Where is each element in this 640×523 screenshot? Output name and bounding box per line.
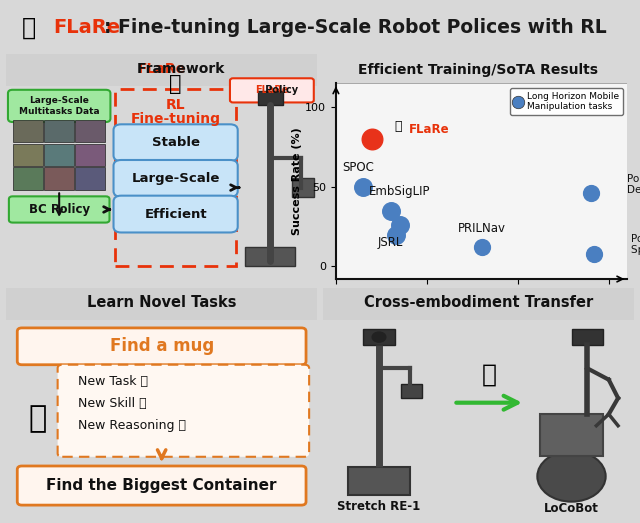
Text: Find a mug: Find a mug [109, 337, 214, 355]
Text: Find the Biggest Container: Find the Biggest Container [46, 478, 277, 493]
Text: Cross-embodiment Transfer: Cross-embodiment Transfer [364, 295, 593, 310]
Text: EmbSigLIP: EmbSigLIP [369, 185, 430, 198]
Text: Policy: Policy [245, 85, 298, 95]
Text: : Fine-tuning Large-Scale Robot Polices with RL: : Fine-tuning Large-Scale Robot Polices … [104, 18, 606, 38]
Text: 🔥: 🔥 [22, 16, 36, 40]
Point [476, 243, 486, 252]
Bar [6, 54, 317, 86]
Text: PoliFormer: PoliFormer [631, 234, 640, 244]
Bar [292, 178, 314, 197]
Bar [348, 467, 410, 495]
Bar [13, 144, 43, 166]
Text: 🔥: 🔥 [482, 363, 497, 387]
FancyBboxPatch shape [9, 196, 109, 223]
Bar [6, 288, 317, 320]
Text: 🔥: 🔥 [28, 404, 47, 434]
Text: LoCoBot: LoCoBot [544, 502, 599, 515]
Text: Stable: Stable [152, 136, 200, 149]
Bar [44, 144, 74, 166]
Bar [323, 288, 634, 320]
Text: New Skill 🔧: New Skill 🔧 [78, 397, 147, 411]
Text: Efficient Training/SoTA Results: Efficient Training/SoTA Results [358, 63, 598, 77]
Bar [364, 329, 394, 345]
Text: JSRL: JSRL [378, 236, 403, 249]
Point [589, 249, 600, 258]
Bar [76, 120, 105, 142]
Bar [44, 120, 74, 142]
FancyBboxPatch shape [8, 90, 111, 122]
FancyBboxPatch shape [17, 466, 306, 505]
Text: Large-Scale
Multitasks Data: Large-Scale Multitasks Data [19, 96, 99, 116]
Point [391, 230, 401, 238]
Bar [13, 167, 43, 190]
Text: New Task ✨: New Task ✨ [78, 376, 148, 389]
Text: Dense Reward: Dense Reward [627, 185, 640, 195]
Text: 🔥: 🔥 [170, 74, 182, 94]
Text: FLaRe: FLaRe [54, 18, 120, 38]
X-axis label: Training Time - GPU Days: Training Time - GPU Days [403, 302, 561, 312]
FancyBboxPatch shape [230, 78, 314, 103]
FancyBboxPatch shape [113, 124, 237, 161]
Point [586, 189, 596, 197]
FancyBboxPatch shape [113, 196, 237, 233]
Text: Large-Scale: Large-Scale [131, 172, 220, 185]
Bar [258, 91, 283, 105]
Bar [401, 384, 422, 398]
FancyBboxPatch shape [17, 328, 306, 365]
Bar [246, 247, 295, 266]
FancyBboxPatch shape [58, 365, 309, 457]
Text: Fine-tuning: Fine-tuning [131, 111, 221, 126]
Point [394, 221, 404, 229]
Point [358, 183, 369, 191]
Text: Framework: Framework [99, 62, 225, 76]
Point [367, 135, 378, 143]
Text: Stretch RE-1: Stretch RE-1 [337, 500, 420, 513]
Text: Learn Novel Tasks: Learn Novel Tasks [87, 295, 236, 310]
Text: 🔥: 🔥 [394, 120, 402, 133]
Point [385, 207, 396, 215]
Bar [572, 329, 602, 345]
Text: New Reasoning 🧠: New Reasoning 🧠 [78, 419, 186, 432]
Circle shape [538, 451, 605, 502]
Text: PRILNav: PRILNav [458, 222, 506, 234]
Legend: Long Horizon Mobile
Manipulation tasks: Long Horizon Mobile Manipulation tasks [510, 88, 623, 115]
Text: BC Policy: BC Policy [29, 203, 90, 216]
Bar [13, 120, 43, 142]
Text: FLaRe: FLaRe [138, 62, 186, 76]
Bar [44, 167, 74, 190]
Text: SPOC: SPOC [342, 161, 374, 174]
Circle shape [372, 332, 386, 342]
Bar [540, 414, 602, 456]
Text: FLaRe: FLaRe [255, 85, 289, 95]
Text: RL: RL [166, 98, 186, 112]
Text: Sparse Reward: Sparse Reward [631, 245, 640, 255]
Text: Efficient: Efficient [144, 208, 207, 221]
FancyBboxPatch shape [113, 160, 237, 197]
Bar [76, 167, 105, 190]
Y-axis label: Success Rate (%): Success Rate (%) [292, 127, 303, 235]
Text: FLaRe: FLaRe [409, 123, 449, 136]
Text: PoliFormer: PoliFormer [627, 174, 640, 184]
Bar [76, 144, 105, 166]
